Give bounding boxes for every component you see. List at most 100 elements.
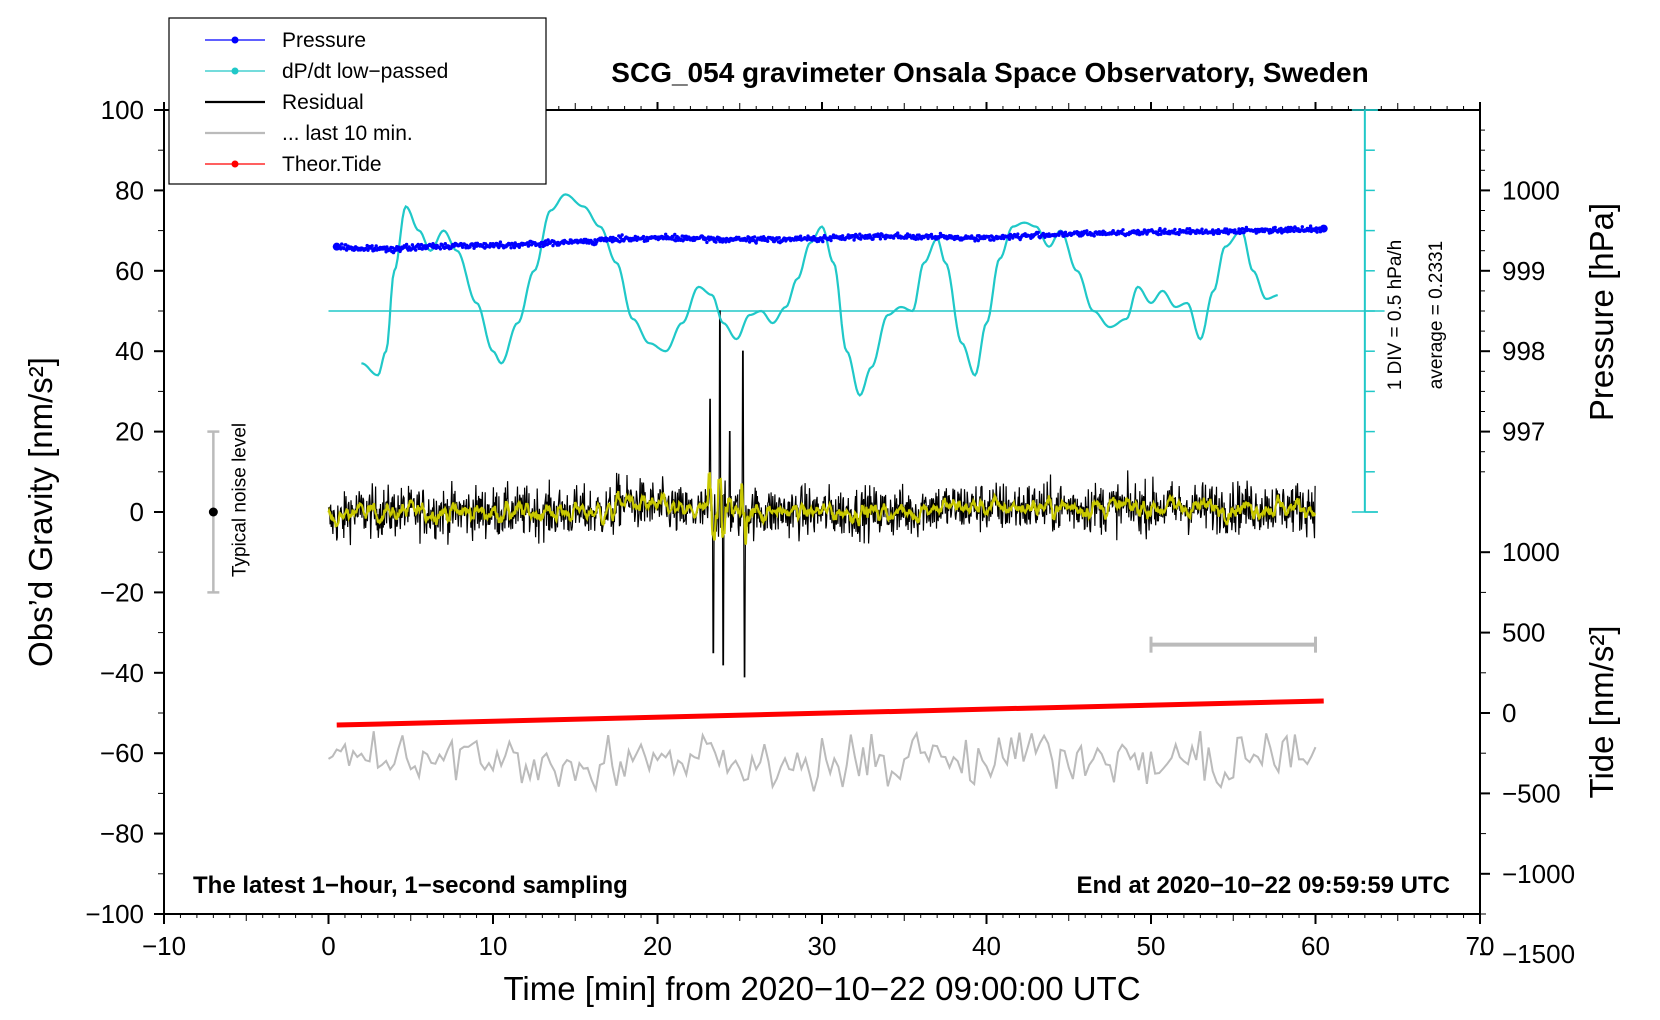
y-tick-label: 60 bbox=[115, 256, 144, 286]
y-tick-label: 20 bbox=[115, 417, 144, 447]
pressure-dot bbox=[641, 234, 646, 239]
pressure-dot bbox=[777, 236, 781, 240]
pressure-dot bbox=[714, 240, 718, 244]
pressure-dot bbox=[724, 240, 728, 244]
x-tick-label: 0 bbox=[321, 931, 335, 961]
series-pressure bbox=[332, 224, 1328, 255]
pressure-dot bbox=[1308, 224, 1313, 228]
pressure-dot bbox=[618, 235, 623, 240]
pressure-dot bbox=[682, 237, 687, 241]
series-dpdt-low-passed bbox=[361, 193, 1278, 397]
pressure-dot bbox=[1092, 234, 1096, 238]
pressure-dot bbox=[1063, 230, 1068, 234]
x-tick-label: 40 bbox=[972, 931, 1001, 961]
pressure-dot bbox=[545, 242, 549, 247]
tide-tick-label: 1000 bbox=[1502, 537, 1560, 567]
pressure-dot bbox=[1233, 228, 1237, 232]
x-tick-label: −10 bbox=[142, 931, 186, 961]
y-tick-label: 40 bbox=[115, 336, 144, 366]
pressure-dot bbox=[852, 238, 856, 242]
x-tick-label: 30 bbox=[808, 931, 837, 961]
pressure-dot bbox=[1121, 228, 1125, 232]
pressure-dot bbox=[370, 244, 374, 248]
pressure-dot bbox=[509, 246, 513, 250]
pressure-dot bbox=[718, 239, 722, 244]
pressure-dot bbox=[414, 248, 418, 252]
pressure-dot bbox=[1292, 229, 1296, 234]
series-residual-smoothed bbox=[327, 472, 1317, 545]
dpdt-div-label: 1 DIV = 0.5 hPa/h bbox=[1385, 240, 1406, 391]
series-theor-tide bbox=[336, 698, 1324, 728]
pressure-dot bbox=[896, 231, 900, 235]
y-tick-label: −80 bbox=[100, 819, 144, 849]
y-tick-label: 0 bbox=[130, 497, 144, 527]
pressure-dot bbox=[1273, 225, 1277, 230]
pressure-dot bbox=[1156, 232, 1161, 237]
pressure-dot bbox=[512, 245, 517, 250]
pressure-dot bbox=[538, 244, 542, 249]
y-tick-label: −40 bbox=[100, 658, 144, 688]
pressure-dot bbox=[342, 246, 346, 251]
y-axis-title: Obs’d Gravity [nm/s²] bbox=[22, 357, 59, 667]
pressure-dot bbox=[551, 243, 555, 248]
pressure-dot bbox=[1163, 227, 1167, 231]
pressure-axis: 1000 999 998 997 bbox=[1480, 129, 1560, 473]
legend-label: Residual bbox=[282, 91, 364, 114]
legend-swatch-dot bbox=[231, 160, 239, 168]
pressure-dot bbox=[1200, 227, 1204, 231]
pressure-dot bbox=[1177, 232, 1181, 237]
legend: Pressure dP/dt low−passed Residual ... last… bbox=[168, 17, 547, 185]
pressure-dot bbox=[821, 239, 825, 244]
x-tick-label: 10 bbox=[479, 931, 508, 961]
pressure-dot bbox=[829, 238, 833, 243]
pressure-dot bbox=[877, 234, 882, 238]
tide-axis-title: Tide [nm/s²] bbox=[1583, 626, 1620, 799]
legend-label: Theor.Tide bbox=[282, 153, 382, 176]
x-tick-label: 70 bbox=[1466, 931, 1495, 961]
pressure-dot bbox=[1016, 232, 1020, 236]
pressure-tick-label: 997 bbox=[1502, 417, 1545, 447]
pressure-dot bbox=[1011, 236, 1015, 240]
pressure-tick-label: 999 bbox=[1502, 256, 1545, 286]
pressure-dot bbox=[664, 232, 668, 236]
pressure-dot bbox=[720, 240, 725, 244]
pressure-dot bbox=[1185, 227, 1189, 231]
pressure-dot bbox=[883, 236, 887, 241]
pressure-tick-label: 1000 bbox=[1502, 175, 1560, 205]
pressure-dot bbox=[438, 247, 443, 251]
pressure-dot bbox=[1225, 227, 1229, 231]
tide-axis: 1000 500 0 −500 −1000 −1500 bbox=[1480, 537, 1575, 969]
pressure-dot bbox=[1057, 233, 1061, 237]
pressure-tick-label: 998 bbox=[1502, 336, 1545, 366]
pressure-dot bbox=[497, 245, 501, 250]
x-axis-title: Time [min] from 2020−10−22 09:00:00 UTC bbox=[503, 970, 1140, 1007]
legend-label: ... last 10 min. bbox=[282, 122, 413, 145]
pressure-dot bbox=[752, 235, 757, 239]
pressure-dot bbox=[1315, 230, 1319, 234]
pressure-dot bbox=[374, 244, 378, 248]
pressure-dot bbox=[1173, 227, 1177, 232]
pressure-dot bbox=[840, 234, 845, 238]
pressure-dot bbox=[1244, 225, 1249, 230]
y-axis-ticks: −100 −80 −60 −40 −20 0 20 40 60 80 100 bbox=[85, 95, 164, 929]
pressure-dot bbox=[567, 241, 572, 245]
tide-tick-label: −500 bbox=[1502, 778, 1561, 808]
dpdt-average-label: average = 0.2331 bbox=[1426, 241, 1447, 389]
pressure-dot bbox=[673, 232, 677, 237]
pressure-dot bbox=[498, 240, 503, 244]
tide-tick-label: 500 bbox=[1502, 618, 1545, 648]
pressure-dot bbox=[754, 241, 758, 245]
tide-tick-label: 0 bbox=[1502, 698, 1516, 728]
pressure-dot bbox=[1085, 229, 1089, 233]
y-tick-label: 80 bbox=[115, 175, 144, 205]
legend-label: dP/dt low−passed bbox=[282, 60, 448, 83]
x-tick-label: 60 bbox=[1301, 931, 1330, 961]
pressure-dot bbox=[1159, 232, 1163, 236]
pressure-axis-title: Pressure [hPa] bbox=[1583, 203, 1620, 421]
series-residual bbox=[327, 310, 1316, 678]
pressure-dot bbox=[990, 235, 994, 239]
pressure-dot bbox=[1036, 230, 1041, 235]
pressure-dot bbox=[1211, 228, 1215, 232]
legend-swatch-dot bbox=[231, 36, 239, 44]
